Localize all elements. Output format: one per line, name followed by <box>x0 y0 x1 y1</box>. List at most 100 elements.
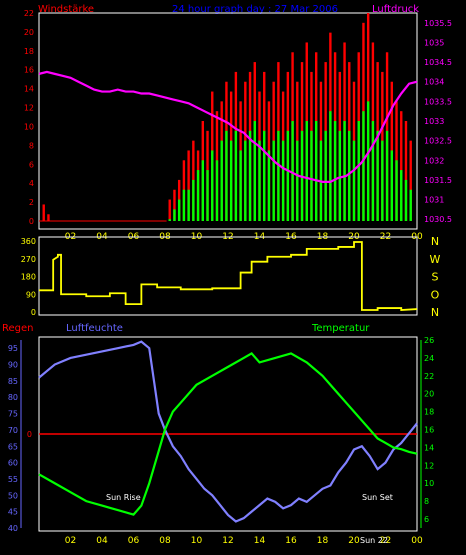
wind-label: Windstärke <box>38 4 94 15</box>
wind-avg-bar <box>272 140 275 221</box>
sunset-time-annotation: Sun 22 <box>360 536 388 545</box>
wind-avg-bar <box>404 179 408 221</box>
wind-avg-bar <box>400 170 403 221</box>
pressure-y-tick-label: 1035 <box>424 38 444 47</box>
pressure-y-tick-label: 1033 <box>424 117 444 126</box>
wind-y-tick-label: 14 <box>24 85 34 94</box>
wind-y-tick-label: 18 <box>24 47 34 56</box>
x-tick-label: 12 <box>222 536 233 546</box>
sunset-annotation: Sun Set <box>362 493 393 502</box>
temperature-y-tick-label: 6 <box>424 515 429 524</box>
compass-label: N <box>431 235 439 248</box>
humidity-line <box>38 340 418 523</box>
wind-avg-bar <box>305 121 308 221</box>
pressure-y-tick-label: 1035.5 <box>424 19 452 28</box>
x-tick-label: 04 <box>96 536 108 546</box>
wind-y-tick-label: 6 <box>29 160 34 169</box>
pressure-y-tick-label: 1031 <box>424 196 444 205</box>
x-tick-label: 22 <box>380 536 391 546</box>
date-label: 24 hour graph day : 27 Mar 2006 <box>172 4 338 15</box>
pressure-y-tick-label: 1033.5 <box>424 97 452 106</box>
wind-avg-bar <box>220 140 223 221</box>
humidity-y-tick-label: 85 <box>8 377 18 386</box>
wind-avg-bar <box>385 130 389 221</box>
wind-avg-bar <box>192 179 195 221</box>
wind-avg-bar <box>206 170 209 221</box>
wind-avg-bar <box>201 160 204 221</box>
wind-y-tick-label: 12 <box>24 104 34 113</box>
temperature-label: Temperatur <box>311 323 370 334</box>
wind-avg-bar <box>229 140 233 221</box>
wind-avg-bar <box>281 140 285 221</box>
pressure-y-tick-label: 1034 <box>424 78 444 87</box>
temperature-y-tick-label: 22 <box>424 372 434 381</box>
wind-y-tick-label: 10 <box>24 122 34 131</box>
wind-avg-bar <box>362 111 365 221</box>
wind-avg-bar <box>376 130 379 221</box>
pressure-y-tick-label: 1032 <box>424 156 444 165</box>
wind-avg-bar <box>211 150 214 221</box>
wind-gust-bar <box>168 199 171 221</box>
temperature-y-tick-label: 8 <box>424 497 429 506</box>
wind-avg-bar <box>348 130 351 221</box>
wind-avg-bar <box>366 101 370 221</box>
wind-avg-bar <box>357 121 360 221</box>
sunrise-annotation: Sun Rise <box>106 493 141 502</box>
x-tick-label: 08 <box>159 536 171 546</box>
pressure-y-tick-label: 1032.5 <box>424 137 452 146</box>
humidity-y-tick-label: 65 <box>8 442 18 451</box>
humidity-y-tick-label: 95 <box>8 344 18 353</box>
temperature-y-tick-label: 18 <box>424 408 434 417</box>
wind-avg-bar <box>182 189 186 221</box>
humidity-y-tick-label: 55 <box>8 475 18 484</box>
pressure-y-tick-label: 1030.5 <box>424 215 452 224</box>
direction-line <box>39 241 418 311</box>
wind-avg-bar <box>173 209 176 221</box>
wind-panel <box>38 12 418 230</box>
temperature-y-tick-label: 14 <box>424 443 434 452</box>
x-tick-label: 14 <box>254 536 266 546</box>
wind-avg-bar <box>371 121 375 221</box>
wind-y-tick-label: 0 <box>29 217 34 226</box>
x-tick-label: 16 <box>285 536 297 546</box>
x-tick-label: 00 <box>411 536 423 546</box>
wind-y-tick-label: 16 <box>24 66 34 75</box>
wind-avg-bar <box>196 170 200 221</box>
wind-avg-bar <box>187 189 190 221</box>
wind-avg-bar <box>215 160 219 221</box>
wind-avg-bar <box>329 111 332 221</box>
temperature-y-tick-label: 20 <box>424 390 434 399</box>
x-tick-label: 18 <box>317 536 329 546</box>
wind-y-tick-label: 22 <box>24 9 34 18</box>
wind-avg-bar <box>286 130 290 221</box>
humidity-y-tick-label: 50 <box>8 491 18 500</box>
wind-avg-bar <box>395 160 398 221</box>
wind-avg-bar <box>381 140 384 221</box>
temperature-y-tick-label: 26 <box>424 336 434 345</box>
pressure-label: Luftdruck <box>372 4 419 15</box>
pressure-y-tick-label: 1034.5 <box>424 58 452 67</box>
wind-avg-bar <box>177 199 181 221</box>
wind-avg-bar <box>352 140 356 221</box>
compass-label: O <box>431 288 440 301</box>
wind-avg-bar <box>263 130 266 221</box>
humidity-y-tick-label: 60 <box>8 459 18 468</box>
wind-avg-bar <box>267 150 271 221</box>
wind-avg-bar <box>253 121 256 221</box>
wind-y-tick-label: 20 <box>24 28 34 37</box>
wind-avg-bar <box>333 121 337 221</box>
rain-label: Regen <box>2 323 34 334</box>
wind-y-tick-label: 8 <box>29 141 34 150</box>
humidity-y-tick-label: 45 <box>8 508 18 517</box>
humidity-y-tick-label: 70 <box>8 426 18 435</box>
humidity-y-tick-label: 75 <box>8 410 18 419</box>
wind-y-tick-label: 4 <box>29 179 34 188</box>
temperature-line <box>38 352 418 516</box>
wind-gust-bar <box>173 189 176 221</box>
wind-avg-bar <box>277 130 280 221</box>
wind-avg-bar <box>225 130 228 221</box>
direction-y-tick-label: 180 <box>21 273 36 282</box>
x-tick-label: 20 <box>348 536 360 546</box>
compass-label: S <box>432 271 439 284</box>
wind-gust-bar <box>409 140 412 221</box>
